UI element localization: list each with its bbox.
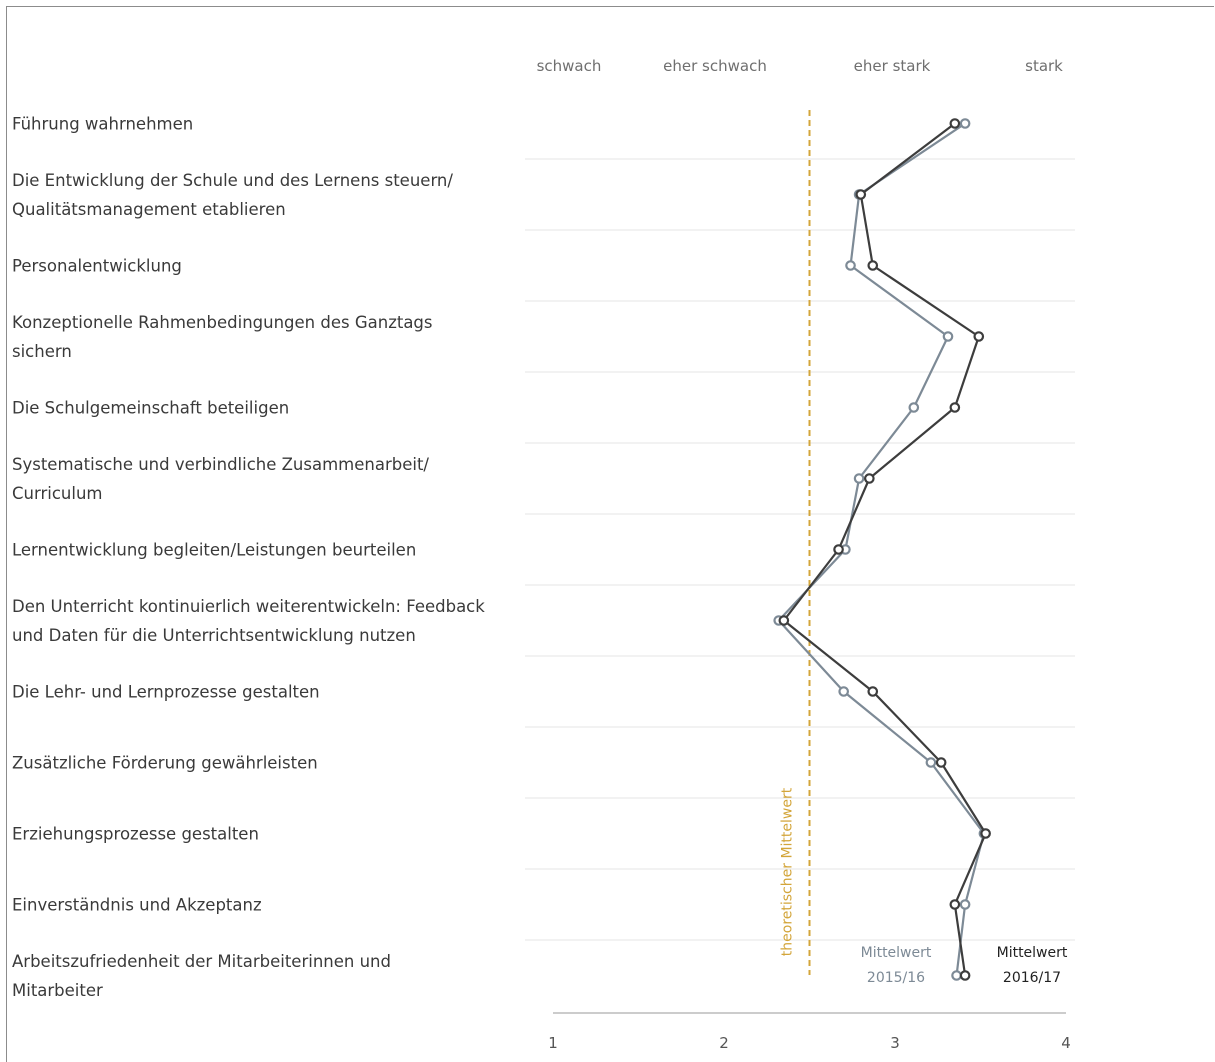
legend-label: Mittelwert: [861, 945, 932, 961]
category-label: Den Unterricht kontinuierlich weiterentw…: [12, 597, 485, 616]
category-label: Die Schulgemeinschaft beteiligen: [12, 399, 289, 418]
scale-label: stark: [1025, 57, 1063, 75]
data-point: [959, 118, 971, 129]
data-point: [935, 757, 947, 768]
category-label: und Daten für die Unterrichtsentwicklung…: [12, 626, 416, 645]
data-point: [951, 970, 962, 981]
category-label: Arbeitszufriedenheit der Mitarbeiterinne…: [12, 952, 391, 971]
category-label: Erziehungsprozesse gestalten: [12, 825, 259, 844]
category-label: Zusätzliche Förderung gewährleisten: [12, 754, 318, 773]
category-label: Einverständnis und Akzeptanz: [12, 896, 262, 915]
category-label: Mitarbeiter: [12, 981, 103, 1000]
data-point: [949, 899, 961, 910]
category-label: Personalentwicklung: [12, 257, 182, 276]
category-label: Qualitätsmanagement etablieren: [12, 200, 286, 219]
x-tick-label: 2: [719, 1034, 729, 1052]
data-point: [867, 686, 879, 697]
category-label: Die Lehr- und Lernprozesse gestalten: [12, 683, 320, 702]
category-label: sichern: [12, 342, 72, 361]
data-point: [942, 331, 954, 342]
data-point: [959, 899, 971, 910]
legend-label: 2015/16: [867, 970, 925, 986]
data-point: [973, 331, 985, 342]
data-point: [838, 686, 849, 697]
category-label: Die Entwicklung der Schule und des Lerne…: [12, 171, 453, 190]
category-label: Curriculum: [12, 484, 102, 503]
x-tick-label: 1: [548, 1034, 558, 1052]
scale-label: eher stark: [854, 57, 931, 75]
legend-label: Mittelwert: [997, 945, 1068, 961]
data-point: [959, 970, 971, 981]
data-point: [980, 828, 991, 839]
data-point: [864, 473, 875, 484]
data-point: [908, 402, 920, 413]
scale-label: eher schwach: [663, 57, 767, 75]
data-point: [949, 118, 961, 129]
data-point: [855, 189, 867, 200]
category-label: Konzeptionelle Rahmenbedingungen des Gan…: [12, 313, 433, 332]
data-point: [949, 402, 961, 413]
x-tick-label: 4: [1061, 1034, 1071, 1052]
category-label: Führung wahrnehmen: [12, 115, 193, 134]
chart-frame: [6, 6, 1214, 1062]
legend-label: 2016/17: [1003, 970, 1061, 986]
data-point: [845, 260, 856, 271]
data-point: [833, 544, 844, 555]
reference-line-label: theoretischer Mittelwert: [780, 787, 796, 956]
x-tick-label: 3: [890, 1034, 900, 1052]
data-point: [853, 473, 865, 484]
data-point: [925, 757, 937, 768]
category-label: Lernentwicklung begleiten/Leistungen beu…: [12, 541, 416, 560]
category-label: Systematische und verbindliche Zusammena…: [12, 455, 429, 474]
data-point: [778, 615, 790, 626]
series-line-1: [782, 122, 987, 976]
scale-label: schwach: [537, 57, 602, 75]
data-point: [867, 260, 879, 271]
